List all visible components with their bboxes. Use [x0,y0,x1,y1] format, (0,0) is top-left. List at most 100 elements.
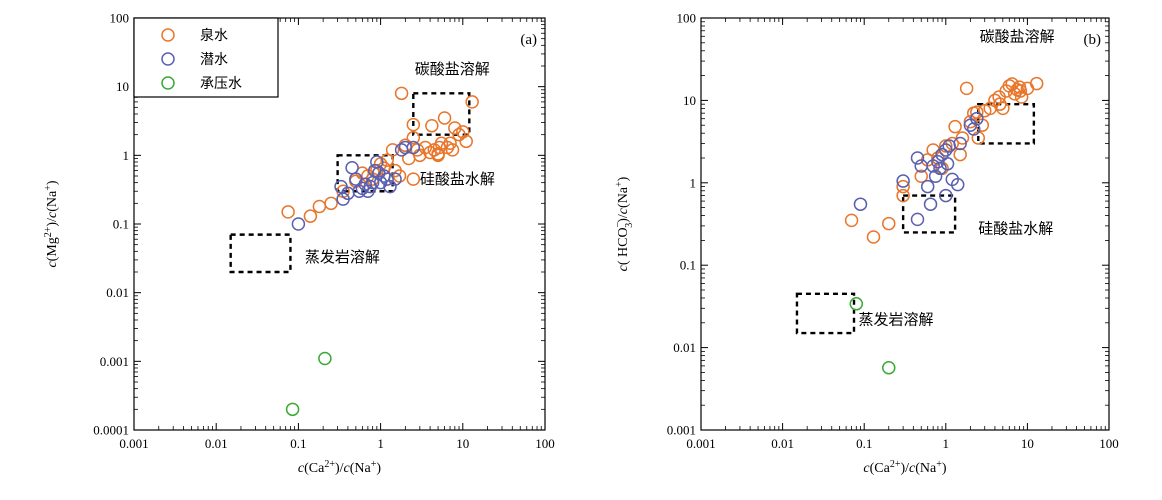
scatter-point [459,134,473,149]
y-tick-label: 0.01 [673,340,696,355]
scatter-point [996,101,1010,116]
scatter-point [953,147,967,162]
y-tick-label: 0.1 [113,217,129,232]
y-tick-label: 1 [123,148,130,163]
scatter-point [953,136,967,151]
scatter-point [959,81,974,96]
scatter-point [324,196,338,211]
x-tick-label: 1 [943,436,950,451]
legend-marker [161,52,175,66]
scatter-point [380,153,394,167]
scatter-point [896,188,910,203]
scatter-point [385,143,400,157]
scatter-point [334,179,348,194]
scatter-point [963,115,978,129]
legend-marker [161,76,175,90]
y-tick-label: 0.01 [106,285,129,300]
y-tick-label: 100 [110,11,130,26]
legend-box [133,17,279,98]
scatter-point [1005,77,1019,91]
scatter-point [853,197,868,211]
scatter-point [923,197,938,211]
legend-entry: 潜水 [200,52,228,68]
x-axis-label: c(Ca2+)/c(Na+) [863,459,947,477]
chart-b: 0.001 0.01 0.1 1 10 100 0.001 0.01 0.1 1 10 100 c(Ca… [613,11,1119,477]
scatter-point [406,131,421,145]
scatter-point [970,105,984,119]
scatter-point [939,143,953,157]
legend-entry: 泉水 [200,27,228,44]
scatter-point [406,117,421,132]
region-box [229,233,292,274]
region-label: 蒸发岩溶解 [858,310,933,328]
scatter-point [448,121,462,135]
scatter-point [456,125,470,139]
scatter-point [318,351,332,366]
scatter-point [452,127,466,142]
scatter-point [1029,76,1044,91]
y-tick-label: 100 [677,11,697,26]
scatter-point [440,140,455,155]
x-tick-label: 0.001 [119,436,148,451]
y-tick-label: 10 [683,93,696,108]
region-label: 硅酸盐水解 [978,219,1053,237]
scatter-point [948,119,962,134]
region-label: 蒸发岩溶解 [305,248,380,266]
scatter-point [406,172,421,186]
region-box [412,92,471,136]
scatter-point [844,213,859,228]
region-box [795,292,856,335]
x-tick-label: 10 [456,436,469,451]
legend-marker [161,28,175,42]
region-box [977,102,1036,145]
scatter-point [394,86,409,101]
scatter-point [425,118,439,133]
scatter-point [285,402,300,417]
scatter-point [933,161,947,176]
region-label: 碳酸盐溶解 [980,27,1055,45]
y-tick-label: 1 [690,175,697,190]
scatter-point [950,177,965,192]
scatter-point [406,140,421,155]
scatter-point [437,111,452,125]
scatter-point [432,140,447,155]
scatter-point [914,169,928,184]
y-tick-label: 0.001 [100,354,129,369]
x-axis-label: c(Ca2+)/c(Na+) [298,459,382,477]
y-tick-label: 10 [116,79,129,94]
y-tick-label: 0.0001 [93,423,129,438]
y-tick-label: 0.001 [667,423,696,438]
chart-a: 0.001 0.01 0.1 1 10 1000.00010.0010.010.11101… [43,11,555,477]
scatter-point [398,140,413,155]
x-tick-label: 10 [1021,436,1034,451]
scatter-point [896,174,910,188]
scatter-point [910,212,925,227]
scatter-point [358,177,372,191]
scatter-point [291,217,306,231]
scatter-point [866,230,881,244]
x-tick-label: 1 [377,436,384,451]
scatter-point [910,151,925,165]
region-label: 硅酸盐水解 [420,170,495,188]
y-tick-label: 0.1 [680,258,696,273]
scatter-point [849,297,864,311]
scatter-point [939,188,953,203]
panel-label: (a) [520,32,537,48]
scatter-point [281,205,295,219]
scatter-point [931,155,945,169]
scatter-point [928,169,943,184]
x-tick-label: 0.01 [771,436,794,451]
x-tick-label: 100 [1099,436,1119,451]
scatter-point [896,179,910,194]
scatter-point [926,159,940,173]
x-tick-label: 0.001 [686,436,715,451]
scatter-point [970,111,984,126]
scatter-point [939,139,953,153]
scatter-point [465,95,479,109]
scatter-point [388,172,402,186]
region-label: 碳酸盐溶解 [415,60,490,78]
scatter-point [993,97,1007,111]
scatter-point [431,147,445,161]
